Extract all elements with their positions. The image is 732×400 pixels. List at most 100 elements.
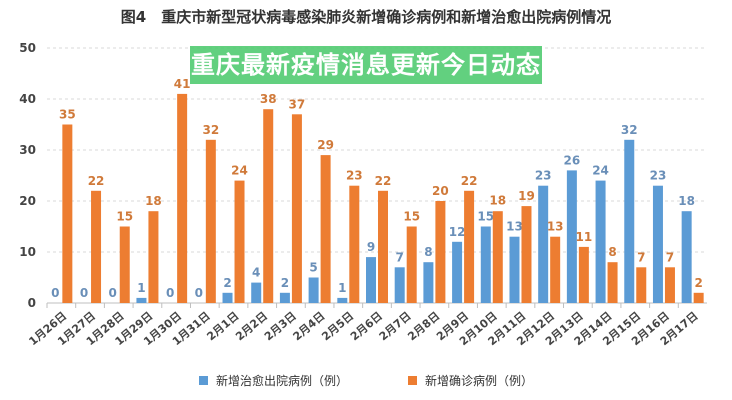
legend-item-confirmed: 新增确诊病例（例） [408, 372, 533, 389]
bar-confirmed [664, 267, 675, 303]
y-tick-label: 0 [28, 296, 36, 310]
legend: 新增治愈出院病例（例） 新增确诊病例（例） [0, 372, 732, 389]
data-label: 32 [621, 123, 638, 137]
bar-recovered [509, 236, 520, 303]
x-tick-label: 2月8日 [405, 309, 442, 343]
data-label: 13 [506, 220, 523, 234]
overlay-banner [190, 46, 542, 84]
y-tick-label: 20 [19, 194, 36, 208]
bar-recovered [538, 185, 549, 303]
data-label: 0 [51, 286, 59, 300]
bar-confirmed [234, 180, 245, 303]
data-label: 5 [309, 261, 317, 275]
chart-title: 图4 重庆市新型冠状病毒感染肺炎新增确诊病例和新增治愈出院病例情况 [120, 8, 612, 26]
bar-confirmed [521, 206, 532, 303]
bar-recovered [136, 297, 147, 303]
bar-recovered [222, 292, 233, 303]
data-label: 7 [396, 250, 404, 264]
bar-recovered [566, 170, 577, 303]
data-label: 26 [564, 153, 581, 167]
bar-confirmed [91, 190, 102, 303]
data-label: 0 [109, 286, 117, 300]
x-tick-label: 2月3日 [262, 309, 299, 343]
legend-item-recovered: 新增治愈出院病例（例） [198, 372, 348, 389]
data-label: 8 [424, 245, 432, 259]
bar-recovered [624, 139, 635, 303]
data-label: 1 [338, 281, 346, 295]
data-label: 35 [59, 108, 76, 122]
bar-confirmed [693, 292, 704, 303]
data-label: 15 [477, 210, 494, 224]
data-label: 22 [375, 174, 392, 188]
data-label: 8 [608, 245, 616, 259]
bar-confirmed [435, 201, 446, 303]
bar-confirmed [148, 211, 159, 303]
bar-confirmed [349, 185, 360, 303]
data-label: 23 [535, 169, 552, 183]
data-label: 4 [252, 266, 260, 280]
data-label: 9 [367, 240, 375, 254]
bar-recovered [308, 277, 319, 303]
data-label: 7 [637, 250, 645, 264]
bar-recovered [681, 211, 692, 303]
bar-confirmed [378, 190, 388, 303]
data-label: 20 [432, 184, 449, 198]
bar-recovered [652, 185, 663, 303]
data-label: 23 [346, 169, 363, 183]
bar-confirmed [177, 93, 188, 304]
data-label: 15 [403, 210, 420, 224]
bar-recovered [423, 262, 434, 303]
bar-confirmed [578, 246, 589, 303]
y-tick-label: 30 [19, 143, 36, 157]
bar-confirmed [291, 114, 302, 303]
bar-confirmed [263, 109, 274, 303]
y-tick-label: 40 [19, 92, 36, 106]
bar-recovered [480, 226, 491, 303]
data-label: 11 [576, 230, 593, 244]
bar-recovered [337, 297, 348, 303]
data-label: 18 [678, 194, 695, 208]
data-label: 38 [260, 92, 277, 106]
data-label: 29 [317, 138, 334, 152]
data-label: 22 [461, 174, 478, 188]
data-label: 7 [666, 250, 674, 264]
data-label: 18 [145, 194, 162, 208]
x-tick-label: 2月4日 [291, 309, 328, 343]
data-label: 2 [223, 276, 231, 290]
bar-confirmed [636, 267, 647, 303]
data-label: 15 [116, 210, 133, 224]
bar-recovered [366, 257, 376, 303]
data-label: 18 [489, 194, 506, 208]
x-tick-label: 2月2日 [233, 309, 270, 343]
bar-recovered [394, 267, 405, 303]
bar-confirmed [205, 139, 216, 303]
data-label: 12 [449, 225, 466, 239]
legend-swatch-recovered [198, 376, 208, 385]
x-tick-label: 2月7日 [377, 309, 414, 343]
legend-label-confirmed: 新增确诊病例（例） [425, 374, 534, 388]
data-label: 1 [137, 281, 145, 295]
x-tick-label: 2月6日 [348, 309, 385, 343]
data-label: 0 [80, 286, 88, 300]
data-label: 24 [231, 164, 248, 178]
data-label: 24 [592, 164, 609, 178]
bar-recovered [452, 241, 463, 303]
bar-recovered [279, 292, 290, 303]
bar-confirmed [607, 262, 618, 303]
bar-confirmed [320, 155, 331, 303]
data-label: 0 [166, 286, 174, 300]
data-label: 2 [281, 276, 289, 290]
bar-confirmed [550, 236, 561, 303]
data-label: 0 [195, 286, 203, 300]
legend-label-recovered: 新增治愈出院病例（例） [215, 374, 348, 388]
data-label: 2 [694, 276, 702, 290]
data-label: 32 [202, 123, 219, 137]
bar-confirmed [492, 211, 503, 303]
x-tick-label: 2月5日 [319, 309, 356, 343]
bar-confirmed [406, 226, 417, 303]
bar-confirmed [62, 124, 73, 303]
bar-confirmed [464, 190, 475, 303]
banner-text: 重庆最新疫情消息更新今日动态 [191, 51, 541, 79]
x-tick-label: 2月1日 [205, 309, 242, 343]
